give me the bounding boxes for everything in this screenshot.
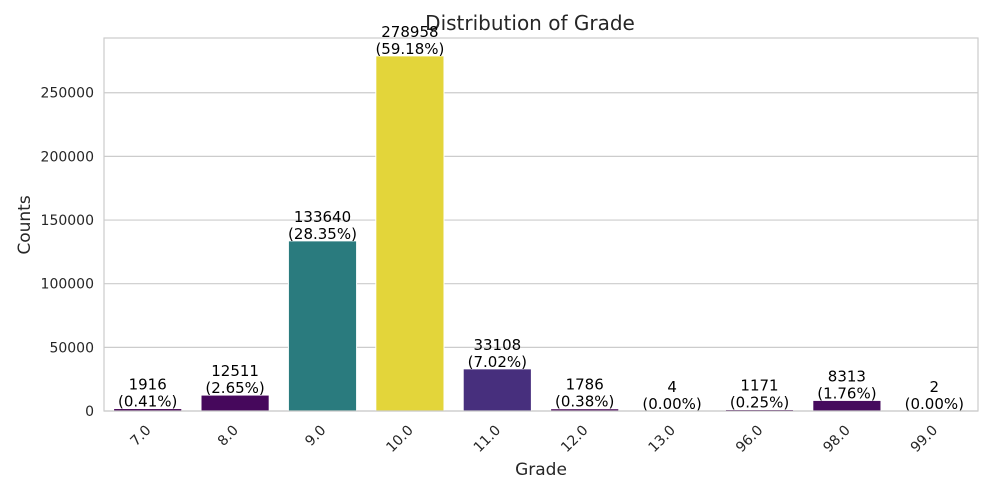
bar-value-label: 1916 <box>129 376 167 394</box>
bar <box>375 55 445 412</box>
x-tick-label: 7.0 <box>127 423 154 450</box>
x-tick-label: 11.0 <box>471 423 504 456</box>
bar-value-label: 33108 <box>473 336 521 354</box>
bar-percent-label: (2.65%) <box>205 379 264 397</box>
x-tick-label: 98.0 <box>820 423 853 456</box>
chart-title: Distribution of Grade <box>425 11 635 35</box>
bar <box>200 394 270 412</box>
y-tick-label: 100000 <box>41 277 94 293</box>
x-tick-label: 99.0 <box>908 423 941 456</box>
bar <box>287 240 358 412</box>
bars-group <box>113 55 969 412</box>
bar <box>462 368 532 412</box>
data-labels-group: 1916(0.41%) 12511(2.65%) 133640(28.35%) 278… <box>118 23 964 413</box>
bar-value-label: 1171 <box>740 377 778 395</box>
bar-percent-label: (7.02%) <box>468 353 527 371</box>
x-axis-ticks: 7.0 8.0 9.0 10.0 11.0 12.0 13.0 96.0 98.0 99.0 <box>127 423 941 456</box>
plot-frame <box>103 37 979 412</box>
x-tick-label: 8.0 <box>215 423 242 450</box>
x-tick-label: 12.0 <box>558 423 591 456</box>
x-tick-label: 10.0 <box>383 423 416 456</box>
x-axis-label: Grade <box>515 460 567 480</box>
x-tick-label: 13.0 <box>646 423 679 456</box>
y-tick-label: 250000 <box>41 86 94 102</box>
bar-value-label: 12511 <box>211 362 259 380</box>
y-axis-ticks: 0 50000 100000 150000 200000 250000 <box>41 86 94 420</box>
y-tick-label: 150000 <box>41 213 94 229</box>
y-tick-label: 0 <box>85 404 94 420</box>
bar-value-label: 1786 <box>566 376 604 394</box>
bar-value-label: 278958 <box>381 23 438 41</box>
bar-percent-label: (0.00%) <box>905 395 964 413</box>
bar-percent-label: (0.00%) <box>642 395 701 413</box>
x-tick-label: 9.0 <box>302 423 329 450</box>
bar-value-label: 2 <box>930 378 940 396</box>
bar-percent-label: (1.76%) <box>817 384 876 402</box>
y-axis-label: Counts <box>15 195 35 254</box>
bar-percent-label: (0.41%) <box>118 393 177 411</box>
bar-percent-label: (28.35%) <box>288 225 357 243</box>
bar-value-label: 8313 <box>828 367 866 385</box>
y-tick-label: 200000 <box>41 149 94 165</box>
bar-value-label: 4 <box>667 378 677 396</box>
x-tick-label: 96.0 <box>733 423 766 456</box>
y-tick-label: 50000 <box>49 340 94 356</box>
bar-percent-label: (0.25%) <box>730 394 789 412</box>
bar-percent-label: (0.38%) <box>555 393 614 411</box>
bar-percent-label: (59.18%) <box>375 40 444 58</box>
bar-value-label: 133640 <box>294 208 351 226</box>
